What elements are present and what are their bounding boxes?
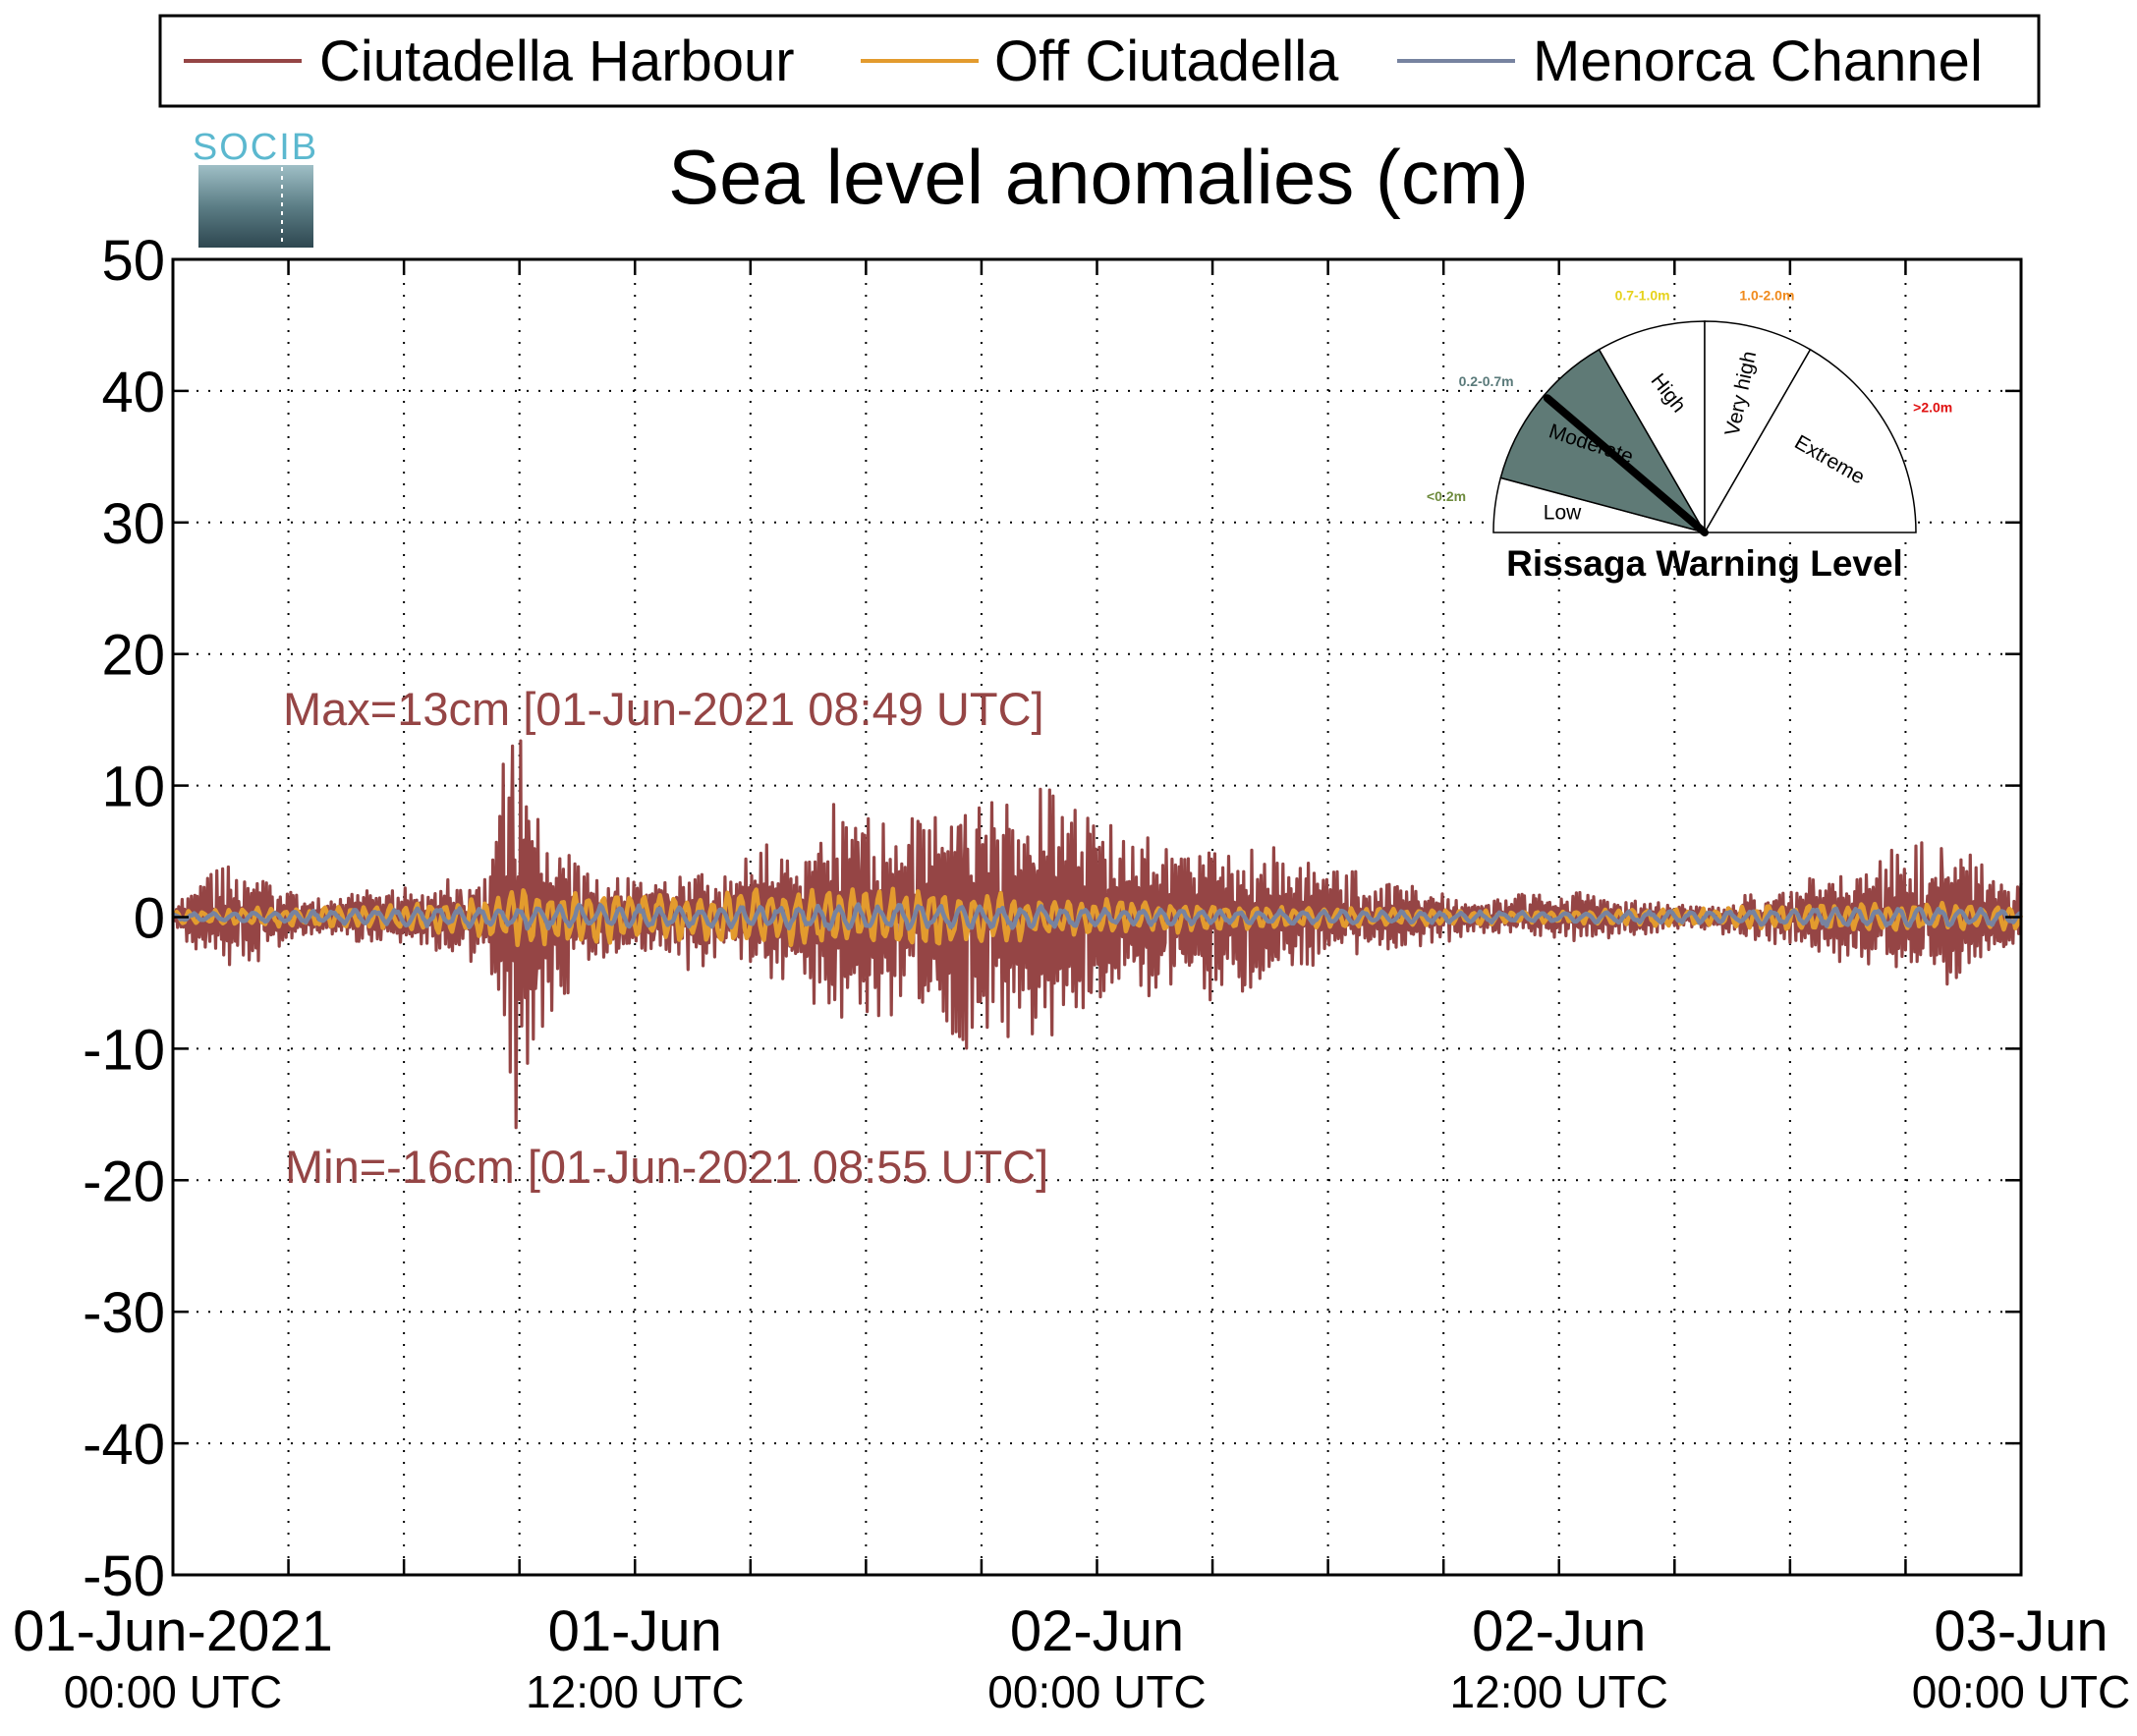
y-tick-label: -20: [83, 1149, 165, 1213]
x-tick-date-label: 02-Jun: [1472, 1599, 1646, 1663]
x-tick-time-label: 12:00 UTC: [526, 1666, 744, 1717]
socib-logo-text: SOCIB: [193, 127, 318, 168]
legend-label-off-ciutadella: Off Ciutadella: [994, 29, 1339, 93]
legend-label-menorca-channel: Menorca Channel: [1533, 29, 1983, 93]
x-tick-date-label: 03-Jun: [1934, 1599, 2108, 1663]
y-tick-label: 50: [101, 229, 165, 293]
y-tick-label: 0: [134, 887, 165, 951]
gauge-title: Rissaga Warning Level: [1506, 543, 1903, 584]
y-tick-label: 20: [101, 624, 165, 688]
gauge-range-label: 1.0-2.0m: [1739, 287, 1794, 303]
gauge-level-label: Low: [1544, 501, 1582, 524]
y-tick-label: 30: [101, 492, 165, 556]
x-tick-time-label: 00:00 UTC: [64, 1666, 282, 1717]
x-tick-time-label: 00:00 UTC: [1912, 1666, 2130, 1717]
y-tick-label: 40: [101, 361, 165, 424]
gauge-range-label: 0.2-0.7m: [1459, 373, 1514, 389]
x-tick-time-label: 12:00 UTC: [1450, 1666, 1668, 1717]
legend-box: [158, 14, 2041, 108]
min-annotation: Min=-16cm [01-Jun-2021 08:55 UTC]: [285, 1141, 1048, 1193]
chart-title: Sea level anomalies (cm): [668, 134, 1529, 220]
y-tick-label: -30: [83, 1281, 165, 1345]
x-tick-date-label: 02-Jun: [1010, 1599, 1184, 1663]
legend: Ciutadella Harbour Off Ciutadella Menorc…: [158, 14, 2041, 108]
gauge-range-label: >2.0m: [1913, 400, 1952, 416]
gauge-range-label: 0.7-1.0m: [1615, 287, 1670, 303]
y-tick-label: -10: [83, 1018, 165, 1082]
max-annotation: Max=13cm [01-Jun-2021 08:49 UTC]: [283, 683, 1044, 735]
y-tick-label: 10: [101, 756, 165, 819]
legend-label-ciutadella-harbour: Ciutadella Harbour: [319, 29, 795, 93]
series-layer: [171, 739, 2024, 1130]
y-tick-label: -40: [83, 1413, 165, 1477]
gauge-segment-very-high: [1704, 320, 1812, 535]
gauge-segment-high: [1598, 320, 1706, 535]
y-axis: 50 40 30 20 10 0 -10 -20 -30 -40 -50: [83, 229, 2021, 1608]
series-line-menorca-channel: [172, 902, 2022, 931]
socib-logo: SOCIB: [193, 127, 318, 248]
x-tick-time-label: 00:00 UTC: [987, 1666, 1206, 1717]
gauge-segments: [1492, 320, 1917, 535]
gauge-needle: [1543, 394, 1709, 536]
x-tick-date-label: 01-Jun-2021: [13, 1599, 333, 1663]
gauge-range-label: <0.2m: [1427, 488, 1466, 504]
gauge-segment-extreme: [1703, 348, 1917, 533]
x-tick-date-label: 01-Jun: [548, 1599, 722, 1663]
y-tick-label: -50: [83, 1544, 165, 1608]
